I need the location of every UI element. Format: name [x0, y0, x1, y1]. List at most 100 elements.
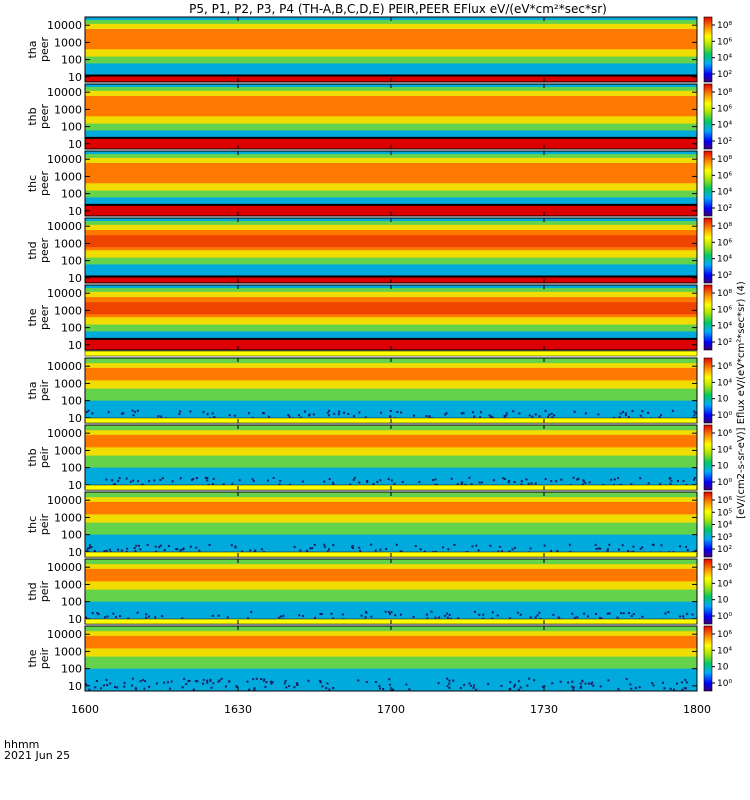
- noise-pixel: [632, 410, 634, 412]
- noise-pixel: [126, 478, 128, 480]
- noise-pixel: [481, 482, 483, 484]
- noise-pixel: [195, 547, 197, 549]
- flux-band-mid: [85, 502, 697, 515]
- noise-pixel: [413, 415, 415, 417]
- noise-pixel: [89, 544, 91, 546]
- noise-pixel: [375, 550, 377, 552]
- noise-pixel: [389, 684, 391, 686]
- noise-pixel: [618, 549, 620, 551]
- noise-pixel: [321, 613, 323, 615]
- noise-pixel: [138, 545, 140, 547]
- noise-pixel: [347, 413, 349, 415]
- noise-pixel: [211, 687, 213, 689]
- spectrogram-image: [85, 425, 697, 490]
- noise-pixel: [209, 680, 211, 682]
- noise-pixel: [96, 680, 98, 682]
- noise-pixel: [478, 549, 480, 551]
- flux-band-mid: [85, 368, 697, 381]
- noise-pixel: [460, 687, 462, 689]
- colorbar-tick-label: 10⁴: [717, 54, 732, 64]
- noise-pixel: [684, 687, 686, 689]
- noise-pixel: [321, 685, 323, 687]
- noise-pixel: [379, 549, 381, 551]
- noise-pixel: [679, 545, 681, 547]
- spectrogram-image: [85, 151, 697, 216]
- flux-band-mid: [85, 96, 697, 116]
- colorbar-tick-label: 10⁴: [717, 121, 732, 131]
- noise-pixel: [298, 414, 300, 416]
- x-tick-label: 1700: [377, 703, 405, 716]
- y-tick-label: 10: [68, 546, 82, 559]
- noise-pixel: [187, 680, 189, 682]
- noise-pixel: [140, 680, 142, 682]
- noise-pixel: [528, 678, 530, 680]
- noise-pixel: [260, 678, 262, 680]
- noise-pixel: [670, 480, 672, 482]
- y-tick-label: 1000: [54, 645, 82, 658]
- noise-pixel: [580, 687, 582, 689]
- noise-pixel: [145, 617, 147, 619]
- colorbar-tick-label: 10⁴: [717, 521, 732, 531]
- noise-pixel: [660, 414, 662, 416]
- noise-pixel: [396, 544, 398, 546]
- noise-pixel: [651, 682, 653, 684]
- noise-pixel: [87, 548, 89, 550]
- noise-pixel: [447, 617, 449, 619]
- noise-pixel: [451, 478, 453, 480]
- colorbar-tick-label: 10⁶: [717, 563, 732, 573]
- noise-pixel: [148, 686, 150, 688]
- noise-pixel: [249, 549, 251, 551]
- noise-pixel: [180, 477, 182, 479]
- noise-pixel: [196, 477, 198, 479]
- noise-pixel: [144, 680, 146, 682]
- noise-pixel: [218, 615, 220, 617]
- noise-pixel: [256, 678, 258, 680]
- noise-pixel: [354, 477, 356, 479]
- panel-the-peer: 10000100010010thepeer10⁸10⁶10⁴10²: [26, 285, 732, 352]
- noise-pixel: [88, 689, 90, 691]
- x-tick-label: 1630: [224, 703, 252, 716]
- noise-pixel: [468, 477, 470, 479]
- noise-pixel: [189, 411, 191, 413]
- noise-pixel: [520, 614, 522, 616]
- noise-pixel: [584, 482, 586, 484]
- noise-pixel: [288, 685, 290, 687]
- colorbar-tick-label: 10⁶: [717, 429, 732, 439]
- panel-tha-peer: 10000100010010thapeer10⁸10⁶10⁴10²: [26, 17, 732, 84]
- noise-pixel: [396, 411, 398, 413]
- y-tick-label: 10000: [47, 220, 82, 233]
- noise-pixel: [137, 410, 139, 412]
- noise-pixel: [447, 548, 449, 550]
- noise-pixel: [375, 681, 377, 683]
- colorbar-tick-label: 10⁲: [717, 462, 729, 472]
- noise-pixel: [600, 685, 602, 687]
- noise-pixel: [134, 550, 136, 552]
- noise-pixel: [639, 477, 641, 479]
- noise-pixel: [352, 547, 354, 549]
- noise-pixel: [499, 546, 501, 548]
- colorbar: [704, 626, 712, 691]
- noise-pixel: [435, 617, 437, 619]
- noise-pixel: [669, 477, 671, 479]
- noise-pixel: [572, 688, 574, 690]
- y-tick-label: 10000: [47, 153, 82, 166]
- noise-pixel: [623, 612, 625, 614]
- noise-pixel: [206, 680, 208, 682]
- y-tick-label: 10: [68, 71, 82, 84]
- noise-pixel: [353, 479, 355, 481]
- noise-pixel: [571, 686, 573, 688]
- noise-pixel: [425, 415, 427, 417]
- noise-pixel: [442, 546, 444, 548]
- noise-pixel: [525, 478, 527, 480]
- colorbar: [704, 559, 712, 624]
- noise-pixel: [393, 483, 395, 485]
- panel-thb-peir: 10000100010010thbpeir10⁶10⁴10⁲10⁰: [26, 418, 732, 492]
- noise-pixel: [677, 480, 679, 482]
- noise-pixel: [673, 689, 675, 691]
- noise-pixel: [537, 614, 539, 616]
- y-axis-label: thapeer: [26, 37, 51, 63]
- noise-pixel: [131, 685, 133, 687]
- figure-title: P5, P1, P2, P3, P4 (TH-A,B,C,D,E) PEIR,P…: [189, 2, 607, 16]
- colorbar-tick-label: 10⁴: [717, 255, 732, 265]
- noise-pixel: [648, 482, 650, 484]
